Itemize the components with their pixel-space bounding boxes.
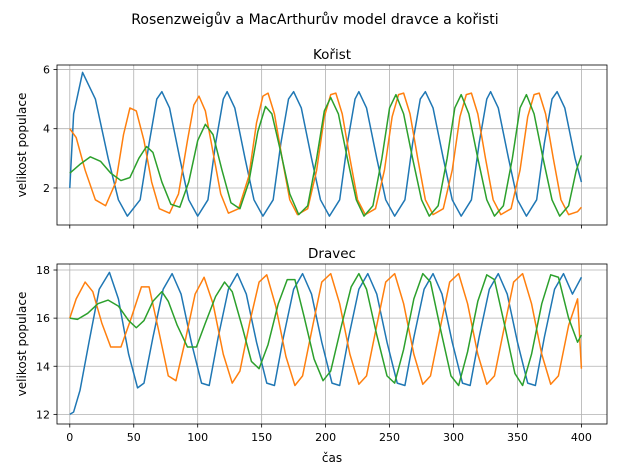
prey-y-tick-label-2: 2 [43,182,50,195]
prey-series-2-line [69,92,582,216]
prey-axes-title: Kořist [313,47,351,63]
prey-y-axis-label: velikost populace [15,93,29,198]
predator-y-tick-label-16: 16 [36,312,50,325]
figure-suptitle: Rosenzweigův a MacArthurův model dravce … [131,12,498,28]
predator-y-tick-label-18: 18 [36,264,50,277]
predator-x-tick-label-350: 350 [507,431,528,444]
prey-axes: 2 4 6 Kořist velikost populace [15,47,608,229]
prey-y-tick-label-4: 4 [43,123,50,136]
predator-x-tick-label-100: 100 [187,431,208,444]
predator-axes-title: Dravec [308,246,356,262]
prey-y-tick-label-6: 6 [43,63,50,76]
predator-x-axis-label: čas [322,451,342,465]
prey-series-3-line [69,93,583,217]
predator-y-axis-label: velikost populace [15,292,29,397]
prey-axes-frame [56,64,608,226]
predator-x-tick-label-300: 300 [443,431,464,444]
predator-series-3-line [69,272,583,387]
predator-x-tick-label-200: 200 [315,431,336,444]
predator-axes: 0 50 100 150 200 250 300 350 400 12 14 16 18 Dravec ve… [15,246,608,465]
prey-series-1-line [69,71,583,217]
predator-x-tick-label-0: 0 [66,431,73,444]
predator-x-tick-label-150: 150 [251,431,272,444]
predator-x-tick-label-50: 50 [127,431,141,444]
predator-y-tick-label-14: 14 [36,360,50,373]
predator-x-tick-label-250: 250 [379,431,400,444]
predator-series-1-line [69,271,583,416]
predator-axes-frame [56,263,608,425]
predator-y-tick-label-12: 12 [36,408,50,421]
predator-series-2-line [69,272,583,387]
predator-x-tick-label-400: 400 [571,431,592,444]
